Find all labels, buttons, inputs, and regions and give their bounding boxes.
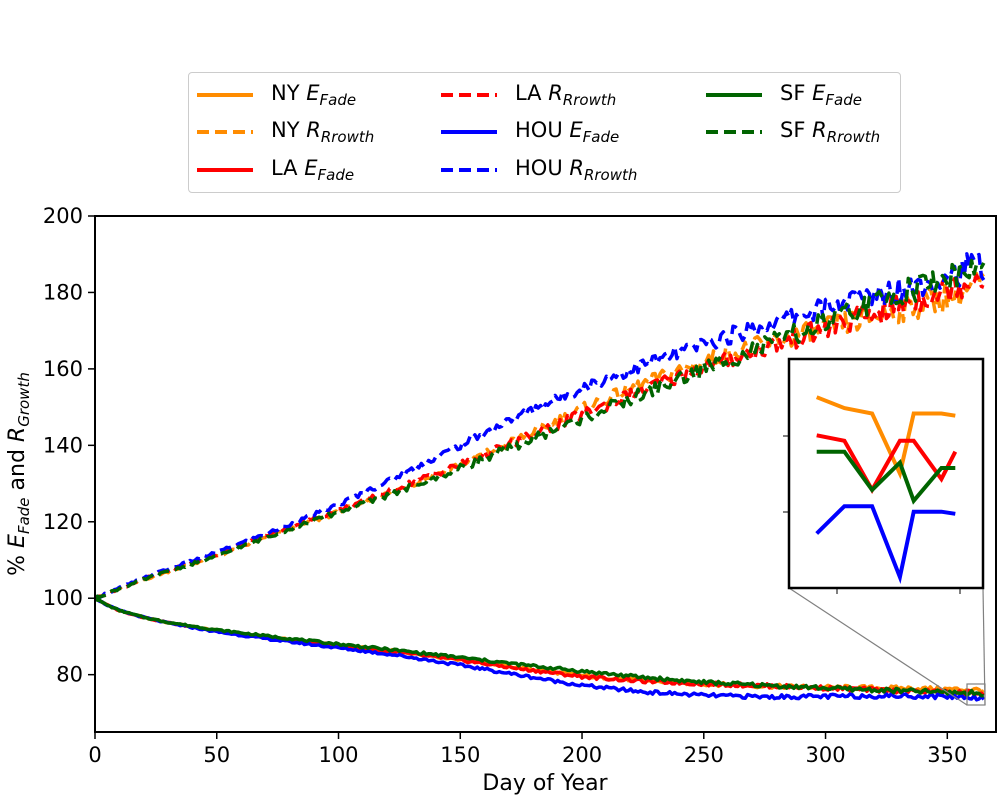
legend-swatch [197,168,253,172]
series-line-hou-r-growth [95,252,986,599]
legend-metric-subscript: Fade [319,91,357,110]
zoom-connector-top [788,587,968,706]
axis-ticks: 0 50 100 150 200 250 300 350 80 100 120 140 160 180 20… [43,204,967,767]
x-tick-label: 100 [318,743,358,767]
legend-item-sf-e: SF EFade [704,80,862,110]
legend-metric: R [569,155,584,180]
plot-frame [94,215,997,733]
legend-metric: E [304,155,318,180]
legend-item-hou-e: HOU EFade [439,117,619,147]
legend-label: SF RRrowth [780,118,880,146]
series-line-sf-e-fade [95,597,984,698]
legend-city: SF [780,117,813,142]
legend-city: HOU [515,117,570,142]
legend-label: NY EFade [271,81,356,109]
legend-metric-subscript: Fade [582,128,620,147]
y-axis-title-e-sub: Fade [15,497,33,534]
chart-legend: NY EFade NY RRrowth LA EFade LA RRrowth HOU … [188,72,901,193]
legend-item-sf-r: SF RRrowth [704,117,880,147]
legend-metric-subscript: Fade [317,166,355,185]
legend-city: NY [271,80,307,105]
y-tick-label: 180 [43,280,83,304]
legend-swatch [197,93,253,97]
legend-metric: R [812,117,827,142]
legend-label: HOU EFade [515,118,619,146]
zoom-connector-bottom [982,587,986,706]
series-line-hou-e-fade [95,597,986,702]
legend-label: LA RRrowth [515,81,616,109]
inset-line-sf [816,449,956,505]
x-tick-label: 200 [562,743,602,767]
y-axis-title-e: E [5,534,30,548]
x-tick-label: 50 [203,743,230,767]
legend-item-ny-e: NY EFade [195,80,356,110]
x-tick-label: 0 [88,743,101,767]
legend-label: SF EFade [780,81,862,109]
series-line-la-e-fade [95,596,985,697]
y-tick-label: 140 [43,433,83,457]
legend-swatch [441,168,497,172]
legend-label: LA EFade [271,156,354,184]
x-axis-title: Day of Year [482,771,608,796]
inset-frame [787,357,985,590]
x-tick-label: 250 [684,743,724,767]
legend-item-la-r: LA RRrowth [439,80,616,110]
legend-swatch [706,93,762,97]
inset-line-la [816,433,958,494]
legend-metric-subscript: Rrowth [583,166,638,185]
legend-label: HOU RRrowth [515,156,637,184]
legend-swatch [706,130,762,134]
legend-swatch [197,130,253,134]
legend-city: SF [780,80,813,105]
inset-line-hou [815,504,956,585]
y-tick-label: 120 [43,510,83,534]
legend-item-hou-r: HOU RRrowth [439,155,637,185]
legend-metric-subscript: Rrowth [826,128,881,147]
legend-item-la-e: LA EFade [195,155,354,185]
legend-metric-subscript: Rrowth [562,91,617,110]
y-axis-title-prefix: % [5,548,30,576]
legend-metric-subscript: Rrowth [320,128,375,147]
inset-series-layer [815,395,958,585]
inset-line-ny [815,395,956,480]
y-tick-label: 200 [43,204,83,228]
legend-city: NY [271,117,307,142]
legend-metric: E [569,117,583,142]
legend-city: LA [515,80,549,105]
y-axis-title-r-sub: Growth [15,372,33,427]
y-axis-title: % EFade and RGrowth [5,372,33,576]
legend-label: NY RRrowth [271,118,374,146]
legend-metric: R [306,117,321,142]
series-layer [95,252,986,702]
x-tick-label: 150 [440,743,480,767]
legend-item-ny-r: NY RRrowth [195,117,374,147]
series-line-sf-r-growth [95,258,986,600]
x-tick-label: 350 [927,743,967,767]
x-tick-label: 300 [805,743,845,767]
legend-swatch [441,93,497,97]
inset-ticks [783,435,961,594]
legend-metric: E [306,80,320,105]
legend-metric: R [548,80,563,105]
y-axis-title-r: R [5,427,30,442]
y-tick-label: 100 [43,586,83,610]
legend-metric: E [812,80,826,105]
legend-metric-subscript: Fade [825,91,862,110]
y-tick-label: 160 [43,357,83,381]
y-tick-label: 80 [56,663,83,687]
legend-city: LA [271,155,305,180]
legend-swatch [441,130,497,134]
y-axis-title-and: and [5,442,30,497]
legend-city: HOU [515,155,570,180]
